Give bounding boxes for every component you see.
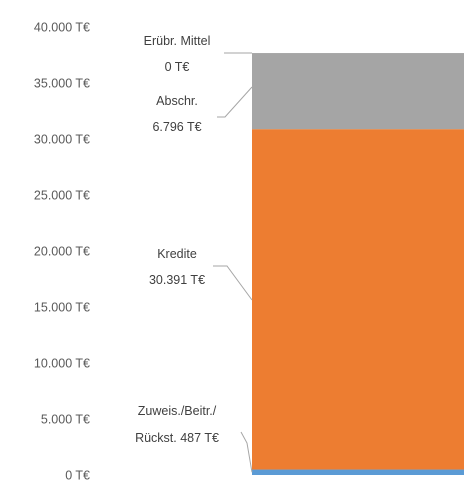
y-tick-label: 35.000 T€ bbox=[34, 77, 90, 91]
leader-line bbox=[240, 431, 253, 473]
bar-segment bbox=[252, 53, 464, 130]
stacked-bar bbox=[252, 53, 464, 475]
y-tick-label: 40.000 T€ bbox=[34, 21, 90, 35]
data-label-line1: Abschr. bbox=[156, 94, 198, 108]
data-label-line2: 0 T€ bbox=[165, 60, 190, 74]
leader-lines bbox=[213, 52, 253, 473]
y-tick-label: 0 T€ bbox=[65, 469, 90, 480]
bar-segment bbox=[252, 469, 464, 475]
leader-line bbox=[217, 86, 253, 118]
data-label-line1: Erübr. Mittel bbox=[144, 34, 211, 48]
leader-line bbox=[213, 265, 253, 301]
data-label-line1: Kredite bbox=[157, 247, 197, 261]
y-tick-label: 10.000 T€ bbox=[34, 357, 90, 371]
y-axis-ticks: 0 T€ 5.000 T€ 10.000 T€ 15.000 T€ 20.000 T€ 2… bbox=[34, 21, 90, 480]
y-tick-label: 25.000 T€ bbox=[34, 189, 90, 203]
y-tick-label: 20.000 T€ bbox=[34, 245, 90, 259]
y-tick-label: 5.000 T€ bbox=[41, 413, 90, 427]
data-labels: Zuweis./Beitr./ Rückst. 487 T€ Kredite 30.3… bbox=[135, 34, 219, 445]
y-tick-label: 15.000 T€ bbox=[34, 301, 90, 315]
bar-segment bbox=[252, 129, 464, 470]
data-label-line2: 6.796 T€ bbox=[152, 120, 201, 134]
data-label-line2: Rückst. 487 T€ bbox=[135, 431, 219, 445]
data-label-line1: Zuweis./Beitr./ bbox=[138, 404, 217, 418]
y-tick-label: 30.000 T€ bbox=[34, 133, 90, 147]
data-label-line2: 30.391 T€ bbox=[149, 273, 205, 287]
